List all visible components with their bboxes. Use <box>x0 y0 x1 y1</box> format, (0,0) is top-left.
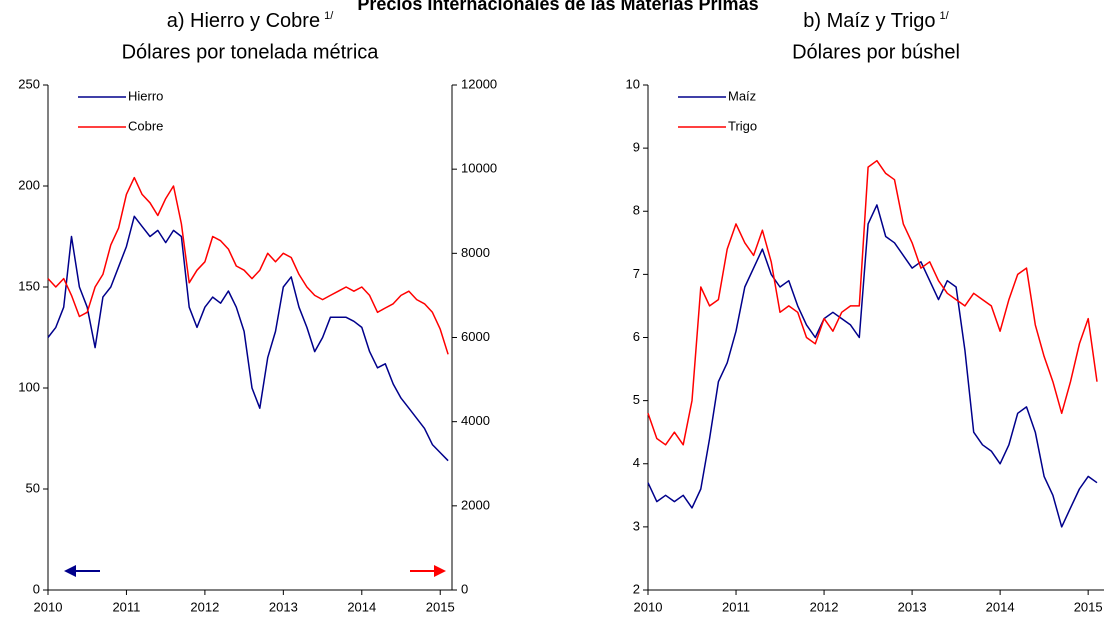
axis-arrow-left <box>64 565 100 577</box>
panel-title-note: 1/ <box>940 10 950 22</box>
series-line <box>647 204 1098 528</box>
y2-tick-label: 4000 <box>461 413 490 428</box>
series-line <box>647 159 1098 446</box>
x-tick-label: 2014 <box>347 599 376 614</box>
y-tick-label: 0 <box>33 581 40 596</box>
y-tick-label: 2 <box>633 581 640 596</box>
x-tick-label: 2011 <box>112 599 140 614</box>
y2-tick-label: 0 <box>461 581 468 596</box>
y-tick-label: 6 <box>633 329 640 344</box>
x-tick-label: 2015 <box>426 599 455 614</box>
x-tick-label: 2010 <box>34 599 63 614</box>
series-line <box>47 176 449 355</box>
y-tick-label: 4 <box>633 455 640 470</box>
legend-label: Cobre <box>128 118 163 133</box>
x-tick-label: 2010 <box>634 599 663 614</box>
x-tick-label: 2013 <box>898 599 927 614</box>
panel-title: a) Hierro y Cobre 1/ <box>167 10 335 32</box>
panel-title: b) Maíz y Trigo 1/ <box>803 10 949 32</box>
y2-tick-label: 10000 <box>461 161 497 176</box>
y-tick-label: 50 <box>26 480 40 495</box>
legend-label: Trigo <box>728 118 757 133</box>
x-tick-label: 2014 <box>986 599 1015 614</box>
x-tick-label: 2011 <box>722 599 750 614</box>
panel-subtitle: Dólares por tonelada métrica <box>122 41 380 63</box>
y-tick-label: 250 <box>18 76 40 91</box>
y-tick-label: 3 <box>633 518 640 533</box>
series-line <box>47 215 449 462</box>
y-tick-label: 8 <box>633 203 640 218</box>
y-tick-label: 9 <box>633 140 640 155</box>
panel-title-text: b) Maíz y Trigo <box>803 10 935 32</box>
y-tick-label: 5 <box>633 392 640 407</box>
y-tick-label: 7 <box>633 266 640 281</box>
x-tick-label: 2012 <box>190 599 219 614</box>
x-tick-label: 2015 <box>1074 599 1103 614</box>
y2-tick-label: 6000 <box>461 329 490 344</box>
axis-arrow-right <box>410 565 446 577</box>
panel-title-text: a) Hierro y Cobre <box>167 10 320 32</box>
legend-label: Hierro <box>128 88 163 103</box>
x-tick-label: 2012 <box>810 599 839 614</box>
y-tick-label: 100 <box>18 379 40 394</box>
y-tick-label: 200 <box>18 177 40 192</box>
y-tick-label: 150 <box>18 278 40 293</box>
legend-label: Maíz <box>728 88 756 103</box>
y2-tick-label: 12000 <box>461 76 497 91</box>
y2-tick-label: 2000 <box>461 497 490 512</box>
panel-title-note: 1/ <box>324 10 334 22</box>
x-tick-label: 2013 <box>269 599 298 614</box>
page-title: Precios Internacionales de las Materias … <box>357 0 758 14</box>
y2-tick-label: 8000 <box>461 245 490 260</box>
y-tick-label: 10 <box>626 76 640 91</box>
panel-subtitle: Dólares por búshel <box>792 41 960 63</box>
